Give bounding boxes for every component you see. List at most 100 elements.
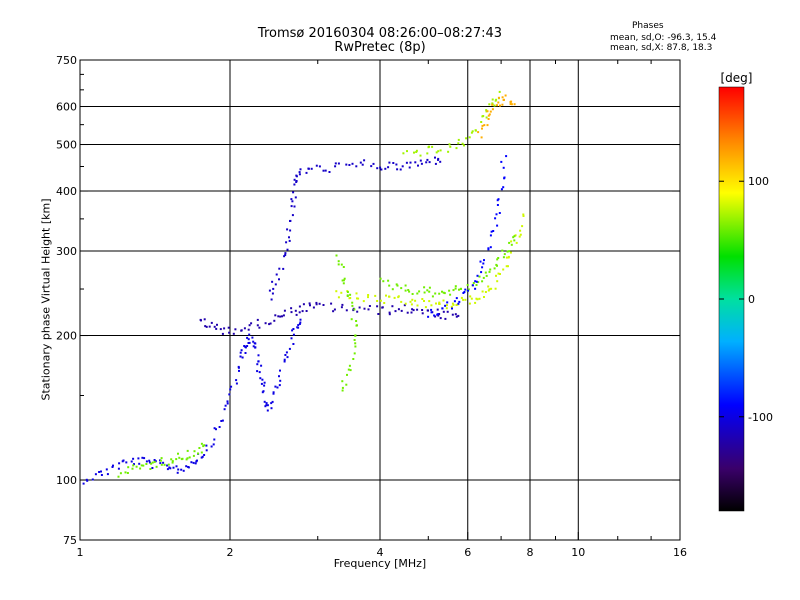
data-point	[301, 310, 304, 313]
data-point	[293, 183, 296, 186]
data-point	[278, 278, 280, 281]
data-point	[278, 375, 280, 378]
data-point	[271, 292, 274, 295]
data-point	[484, 271, 487, 274]
data-point	[355, 292, 358, 295]
data-point	[332, 310, 335, 313]
data-point	[439, 160, 442, 163]
data-point	[264, 322, 267, 325]
data-point	[451, 313, 454, 316]
data-point	[286, 356, 289, 359]
data-point	[460, 287, 462, 290]
data-point	[139, 467, 142, 470]
data-point	[492, 230, 495, 232]
data-point	[132, 457, 135, 460]
data-point	[247, 328, 250, 331]
x-tick-label: 4	[377, 546, 384, 559]
data-point	[510, 240, 513, 243]
data-point	[213, 325, 216, 328]
data-point	[435, 151, 438, 154]
data-point	[181, 457, 184, 460]
data-point	[380, 168, 383, 171]
data-point	[388, 161, 391, 164]
data-point	[475, 284, 478, 286]
colorbar-tick-label: 0	[748, 293, 755, 306]
data-point	[298, 323, 301, 325]
data-point	[425, 161, 428, 164]
data-point	[449, 293, 452, 296]
data-point	[480, 136, 483, 139]
data-point	[220, 420, 223, 422]
data-point	[400, 287, 403, 290]
data-point	[293, 205, 296, 208]
data-point	[260, 364, 263, 367]
data-point	[496, 264, 498, 267]
data-point	[166, 468, 169, 471]
data-point	[396, 168, 399, 171]
data-point	[283, 360, 286, 363]
data-point	[397, 296, 400, 299]
data-point	[382, 280, 385, 283]
data-point	[315, 303, 318, 306]
data-point	[269, 322, 272, 325]
data-point	[295, 174, 298, 177]
data-point	[188, 456, 191, 459]
data-point	[337, 260, 340, 263]
data-point	[442, 299, 445, 302]
data-point	[454, 313, 457, 316]
data-point	[455, 304, 458, 306]
data-point	[482, 115, 485, 117]
data-point	[519, 233, 522, 236]
data-point	[135, 465, 138, 468]
data-point	[265, 404, 268, 407]
data-point	[510, 243, 513, 246]
data-point	[462, 298, 465, 301]
data-point	[258, 371, 261, 374]
data-point	[501, 249, 504, 252]
data-point	[228, 393, 231, 396]
data-point	[351, 301, 354, 304]
data-point	[403, 304, 406, 307]
y-tick-label: 75	[63, 534, 77, 547]
data-point	[340, 263, 343, 266]
data-point	[167, 463, 170, 466]
data-point	[476, 274, 479, 277]
data-point	[485, 116, 488, 119]
data-point	[322, 304, 325, 306]
data-point	[291, 200, 294, 203]
data-point	[318, 165, 321, 168]
data-point	[121, 460, 124, 463]
data-point	[468, 136, 471, 139]
data-point	[391, 288, 394, 291]
data-point	[240, 329, 243, 332]
phases-o-stats: mean, sd,O: -96.3, 15.4	[610, 33, 717, 43]
data-point	[342, 282, 345, 285]
data-point	[439, 149, 442, 152]
data-point	[428, 161, 431, 164]
data-point	[453, 300, 456, 303]
data-point	[486, 124, 489, 127]
data-point	[474, 287, 477, 290]
data-point	[457, 302, 460, 305]
data-point	[502, 256, 505, 259]
data-point	[387, 279, 390, 282]
data-point	[328, 171, 331, 173]
data-point	[367, 308, 370, 311]
data-point	[170, 458, 173, 461]
data-point	[210, 321, 213, 324]
data-point	[159, 459, 162, 462]
data-point	[447, 150, 450, 153]
data-point	[494, 287, 497, 290]
data-point	[506, 250, 509, 253]
data-point	[252, 345, 255, 348]
data-point	[212, 443, 215, 446]
data-point	[503, 253, 506, 256]
data-point	[243, 327, 246, 330]
data-point	[285, 351, 288, 354]
data-point	[420, 162, 423, 165]
data-point	[428, 145, 430, 148]
data-point	[410, 303, 413, 306]
data-point	[264, 405, 267, 408]
data-point	[239, 351, 242, 354]
data-point	[270, 298, 273, 301]
